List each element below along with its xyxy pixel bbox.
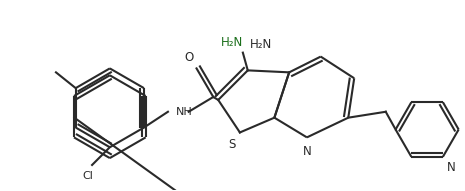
Text: O: O — [184, 51, 193, 64]
Text: H₂N: H₂N — [250, 38, 272, 51]
Text: H₂N: H₂N — [220, 36, 243, 49]
Text: Cl: Cl — [83, 171, 93, 181]
Text: N: N — [447, 161, 456, 174]
Text: S: S — [228, 138, 236, 151]
Text: N: N — [303, 145, 311, 158]
Text: NH: NH — [176, 107, 193, 117]
